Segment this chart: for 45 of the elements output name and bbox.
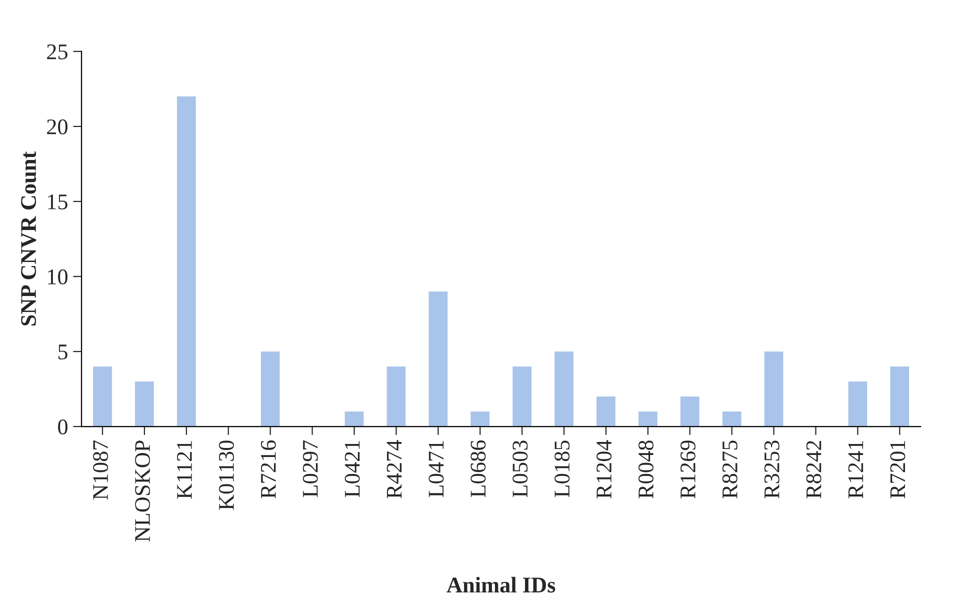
bar [386,366,406,427]
x-tick-label: R7201 [890,441,906,498]
y-axis-title: SNP CNVR Count [21,151,36,326]
bar [680,396,700,427]
bar [93,366,112,427]
bar [848,382,868,427]
bar [764,352,784,427]
y-tick-label: 0 [58,419,68,434]
bar [344,412,364,427]
y-tick-label: 25 [47,44,68,60]
y-tick-label: 10 [48,269,68,284]
y-tick-label: 5 [58,344,68,360]
bar [135,382,154,427]
x-tick-label: L0686 [470,440,486,498]
bar [260,352,280,427]
x-tick-label: K1121 [177,441,192,499]
x-tick-label: R1269 [680,440,696,498]
bar [512,366,532,427]
x-tick-label: R1241 [848,441,864,498]
x-tick-label: R0048 [638,440,654,498]
bar [596,396,616,427]
x-tick-label: L0503 [512,440,528,498]
bar [890,366,910,427]
x-tick-label: R4274 [386,440,402,498]
y-tick-label: 15 [48,194,68,210]
x-tick-label: R8242 [806,440,822,498]
x-tick-label: R8275 [722,440,738,498]
bar [722,412,742,427]
x-tick-label: L0471 [428,441,444,498]
bar [428,291,448,427]
x-tick-label: L0421 [344,441,360,498]
bar [470,412,490,427]
y-tick-label: 20 [47,119,68,134]
x-axis-title: Animal IDs [446,576,556,593]
bar [176,96,196,427]
bar [638,412,658,427]
x-tick-label: R1204 [596,440,612,498]
x-tick-label: R7216 [260,440,276,498]
x-tick-label: NLOSKOP [135,440,150,542]
x-tick-label: L0297 [302,440,318,498]
x-tick-label: L0185 [554,440,570,498]
x-tick-label: N1087 [93,440,108,500]
x-tick-label: K01130 [218,440,234,510]
bar [554,352,574,427]
x-tick-label: R3253 [764,440,780,498]
